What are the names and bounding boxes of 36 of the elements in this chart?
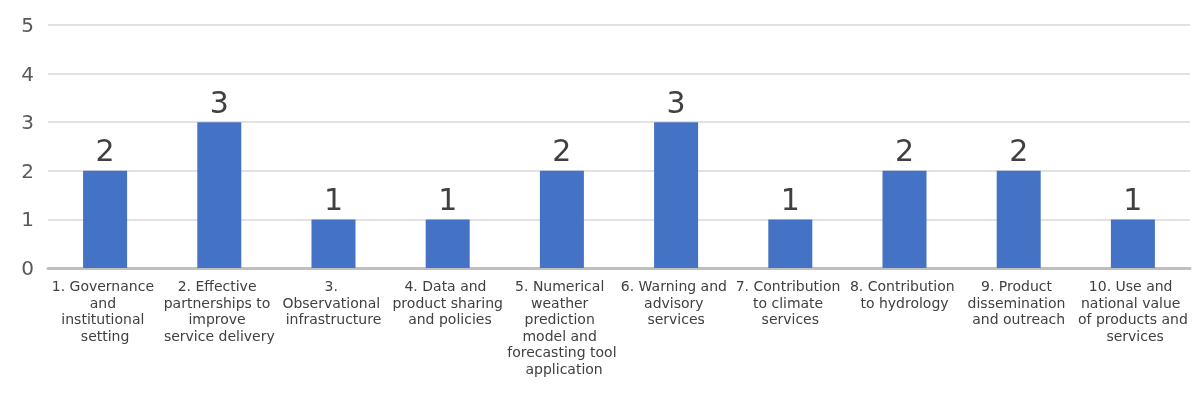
x-tick-label: 6. Warning and advisory services [620,278,732,328]
y-tick-label: 3 [21,110,34,135]
bar [83,170,128,268]
bar [996,170,1041,268]
y-tick-label: 5 [21,13,34,37]
bar [197,122,242,268]
bar [768,219,813,268]
x-tick-label: 10. Use and national value of products and services [1077,278,1188,344]
data-label: 2 [894,133,915,169]
bar [311,219,356,268]
bar [882,170,927,268]
x-tick-label: 1. Governance and institutional setting [51,278,159,344]
data-label: 3 [209,84,229,120]
data-label: 1 [780,181,800,217]
x-tick-label: 2. Effective partnerships to improve service delivery [163,278,275,344]
x-tick-label: 7. Contribution to climate services [735,278,845,328]
bar [425,219,470,268]
data-label: 1 [438,181,458,217]
bar [654,122,699,268]
bar [539,170,584,268]
x-tick-label: 8. Contribution to hydrology [849,278,960,311]
data-label: 2 [552,133,572,169]
data-label: 2 [1009,133,1029,169]
y-tick-label: 0 [21,256,34,280]
y-tick-label: 2 [21,158,34,183]
y-tick-label: 4 [21,61,34,86]
data-label: 1 [323,181,344,217]
data-label: 3 [666,84,686,120]
x-tick-label: 9. Product dissemination and outreach [967,278,1070,328]
bar [1110,219,1155,268]
data-label: 2 [95,133,115,169]
x-tick-label: 5. Numerical weather prediction model and forecasting tool application [507,278,617,377]
data-label: 1 [1123,181,1143,217]
x-tick-label: 4. Data and product sharing and policies [392,278,503,328]
x-tick-label: 3. Observational infrastructure [282,278,385,328]
y-tick-label: 1 [21,207,34,232]
